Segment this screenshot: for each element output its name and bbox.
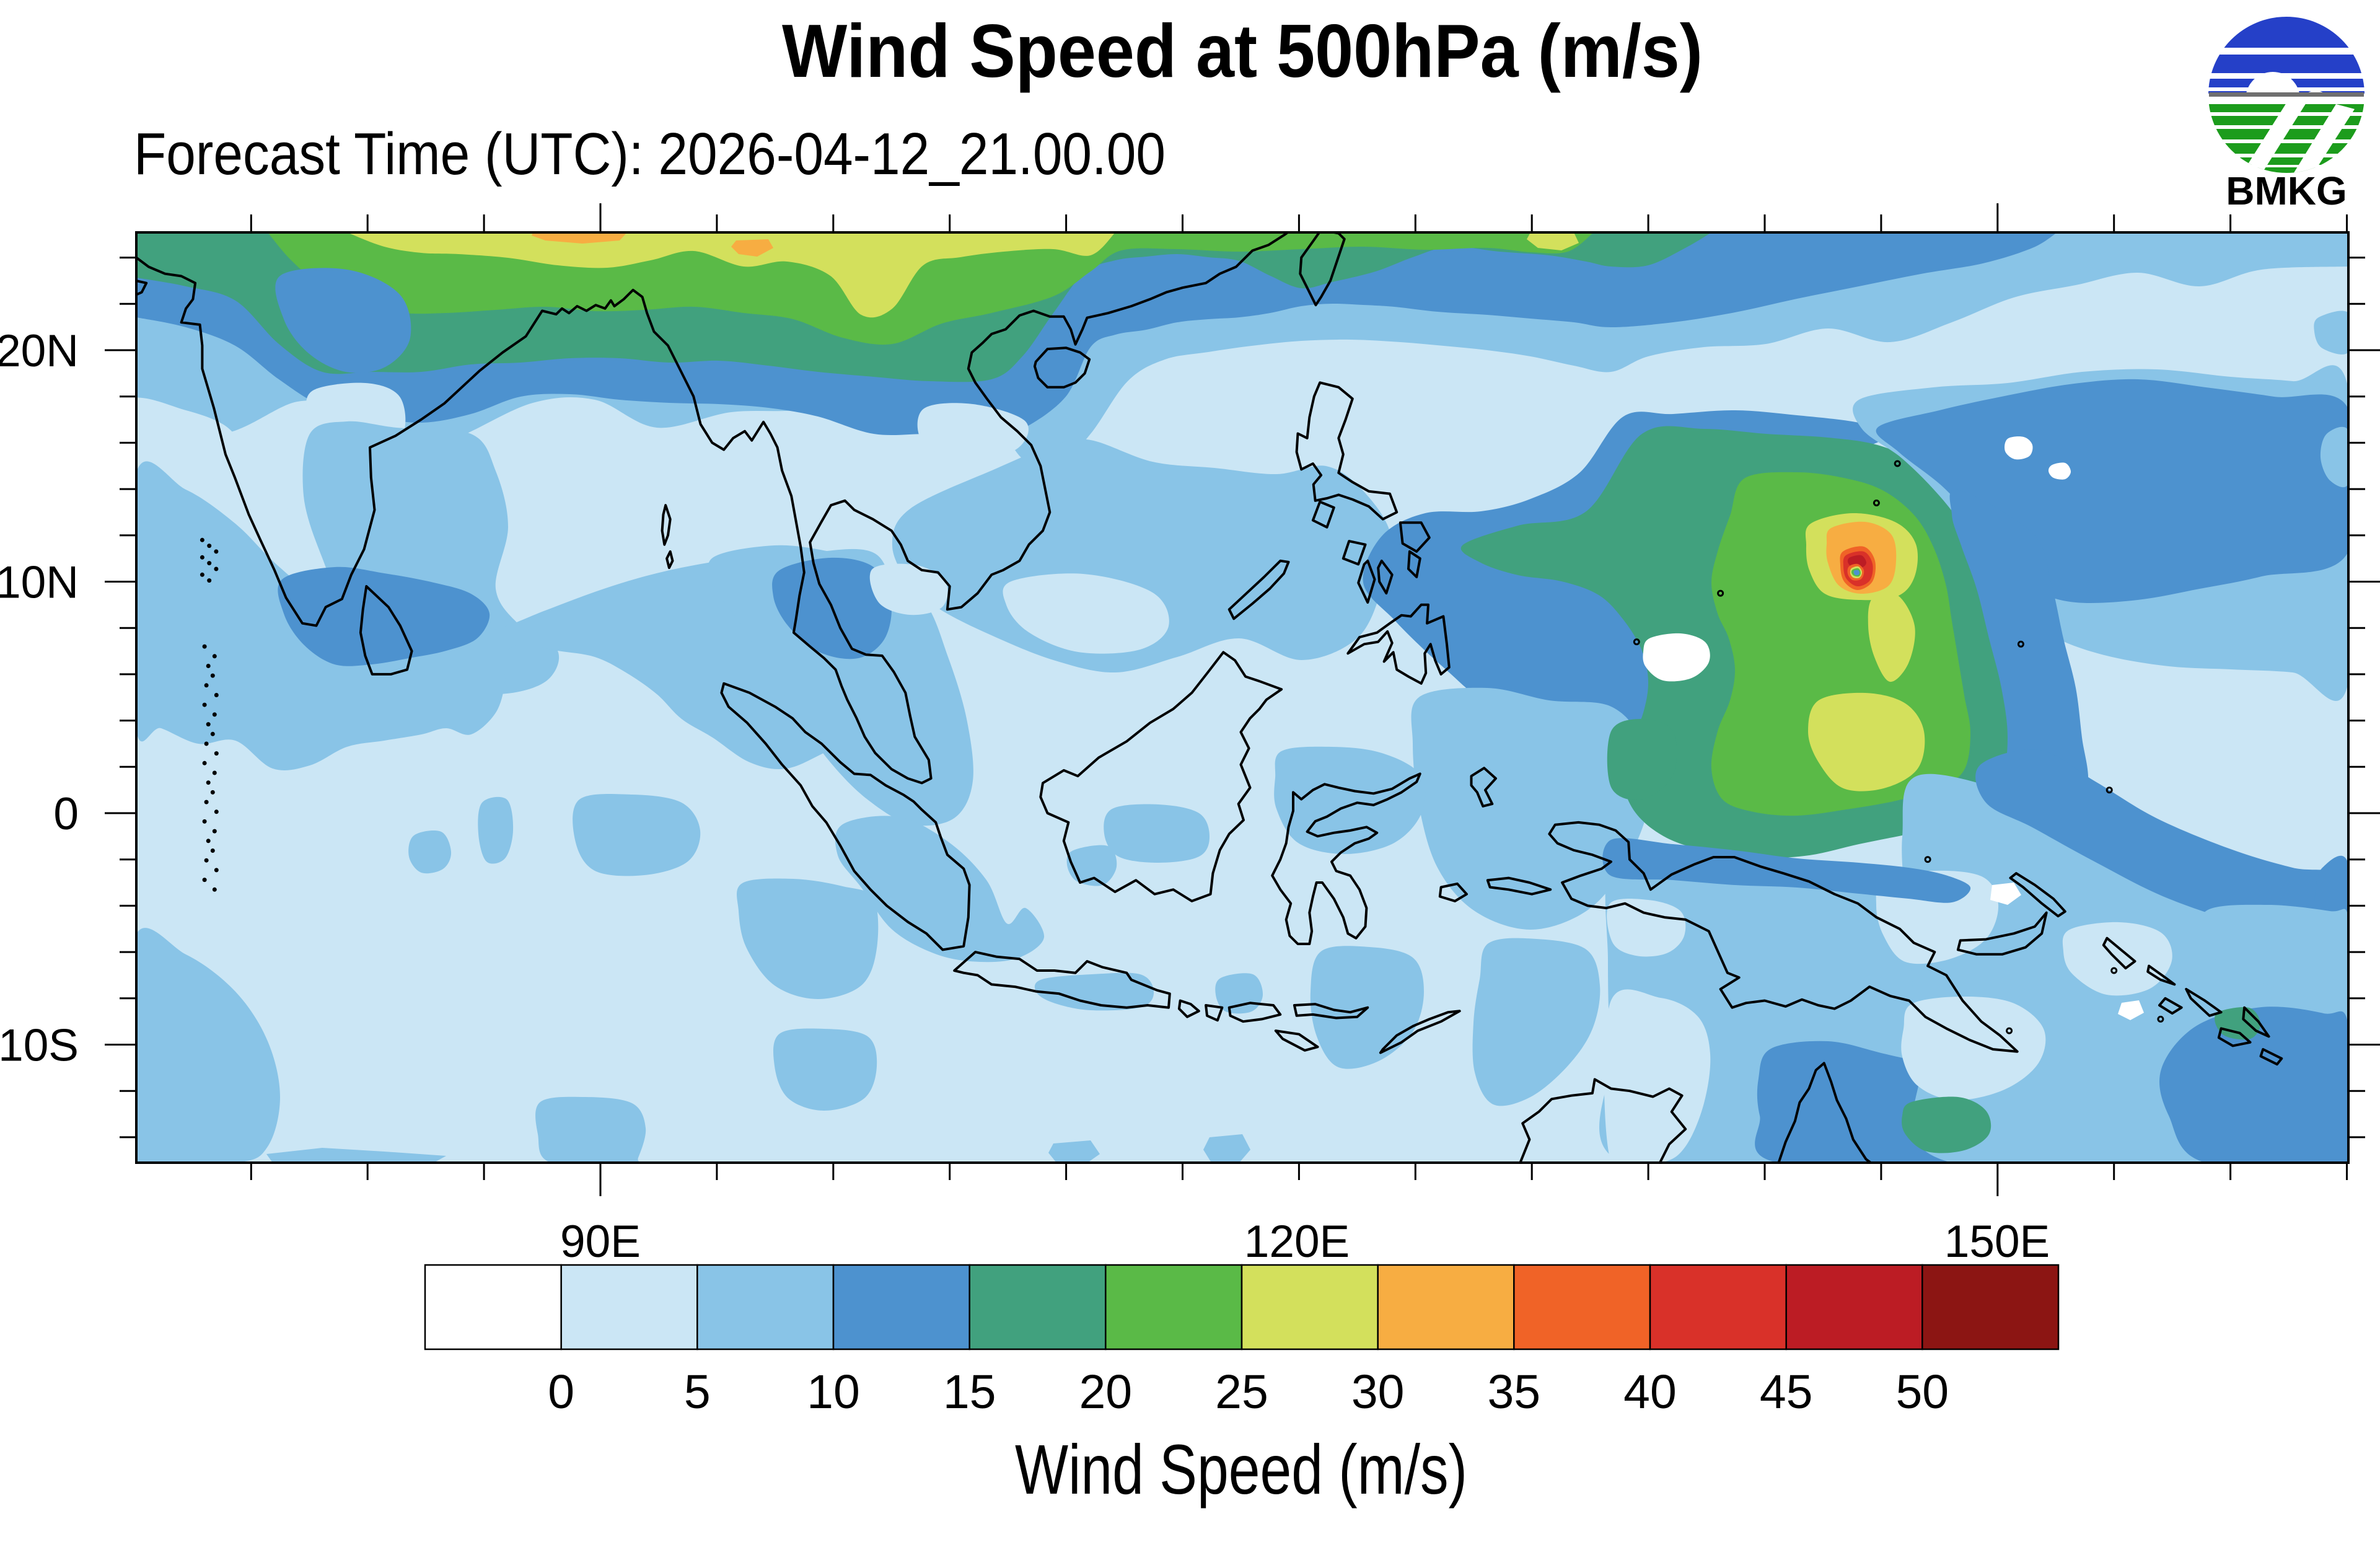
svg-text:35: 35: [1487, 1365, 1540, 1419]
svg-text:Wind Speed (m/s): Wind Speed (m/s): [1015, 1430, 1467, 1509]
svg-text:Forecast Time (UTC): 2026-04-1: Forecast Time (UTC): 2026-04-12_21.00.00: [134, 121, 1166, 187]
svg-text:20: 20: [1079, 1365, 1132, 1419]
svg-text:Wind Speed at 500hPa (m/s): Wind Speed at 500hPa (m/s): [782, 9, 1703, 93]
svg-text:0: 0: [548, 1365, 574, 1419]
svg-text:5: 5: [684, 1365, 711, 1419]
svg-text:20N: 20N: [0, 326, 79, 376]
svg-text:90E: 90E: [560, 1217, 641, 1267]
svg-text:50: 50: [1895, 1365, 1949, 1419]
svg-text:120E: 120E: [1244, 1217, 1350, 1267]
svg-text:10S: 10S: [0, 1021, 79, 1071]
svg-text:150E: 150E: [1944, 1217, 2050, 1267]
svg-text:0: 0: [53, 789, 79, 839]
svg-text:10: 10: [807, 1365, 860, 1419]
svg-text:25: 25: [1215, 1365, 1268, 1419]
svg-text:40: 40: [1623, 1365, 1677, 1419]
svg-text:15: 15: [943, 1365, 996, 1419]
svg-text:BMKG: BMKG: [2226, 169, 2347, 213]
svg-text:10N: 10N: [0, 558, 79, 608]
svg-text:45: 45: [1760, 1365, 1813, 1419]
svg-text:30: 30: [1351, 1365, 1405, 1419]
